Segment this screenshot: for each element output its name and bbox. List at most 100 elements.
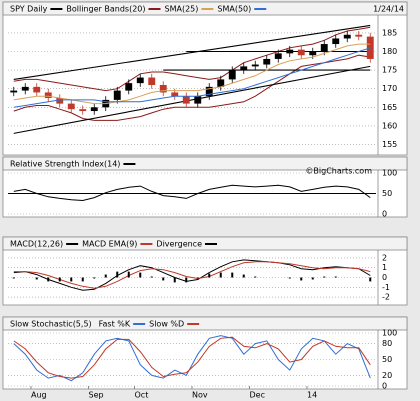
- candle-body: [228, 70, 236, 80]
- x-tick-label: Sep: [89, 391, 104, 400]
- series-line: [13, 261, 371, 289]
- candle-body: [263, 58, 271, 65]
- y-tick-label: 185: [382, 28, 397, 37]
- panel-header: [2, 156, 408, 171]
- candle-body: [90, 107, 98, 112]
- divergence-bar: [173, 277, 176, 283]
- candle-body: [33, 86, 41, 93]
- series-line: [13, 259, 371, 291]
- trend-line: [13, 65, 371, 134]
- divergence-bar: [196, 277, 199, 279]
- candle-body: [148, 77, 156, 85]
- candle-body: [10, 90, 18, 93]
- series-line: [13, 54, 371, 121]
- panel-header: [2, 316, 408, 331]
- trend-line: [13, 24, 371, 80]
- legend-label: Fast %K: [99, 320, 131, 329]
- divergence-bar: [334, 276, 337, 278]
- legend-label: Slow %D: [149, 320, 184, 329]
- divergence-bar: [150, 276, 153, 278]
- divergence-bar: [300, 277, 303, 281]
- divergence-bar: [81, 277, 84, 282]
- y-tick-label: 80: [382, 339, 392, 348]
- candle-body: [56, 98, 64, 104]
- legend-label: Bollinger Bands(20): [66, 5, 145, 14]
- y-tick-label: 50: [382, 189, 392, 198]
- divergence-bar: [208, 273, 211, 278]
- y-tick-label: 100: [382, 329, 397, 338]
- divergence-bar: [185, 277, 188, 283]
- candle-body: [332, 38, 340, 45]
- y-tick-label: 0: [382, 382, 387, 391]
- y-tick-label: 100: [382, 169, 397, 178]
- candle-body: [297, 49, 305, 56]
- candle-body: [159, 85, 167, 93]
- y-tick-label: 0: [382, 210, 387, 219]
- candle-body: [205, 86, 213, 97]
- y-tick-label: -1: [382, 283, 390, 292]
- series-line: [13, 47, 371, 108]
- series-line: [13, 184, 371, 202]
- divergence-bar: [288, 277, 291, 279]
- candle-body: [182, 96, 190, 104]
- divergence-bar: [254, 276, 257, 278]
- candle-body: [309, 51, 317, 56]
- divergence-bar: [139, 272, 142, 278]
- divergence-bar: [58, 277, 61, 282]
- divergence-bar: [93, 277, 96, 279]
- candle-body: [21, 86, 29, 91]
- legend-label: MACD(12,26): [10, 240, 63, 249]
- divergence-bar: [369, 277, 372, 282]
- candle-body: [44, 92, 52, 99]
- legend-label: Relative Strength Index(14): [10, 160, 120, 169]
- candle-body: [79, 109, 87, 112]
- candle-body: [194, 96, 202, 104]
- divergence-bar: [104, 274, 107, 278]
- y-tick-label: 160: [382, 121, 397, 130]
- candle-body: [274, 53, 282, 59]
- series-line: [13, 335, 371, 382]
- legend-label: SMA(25): [165, 5, 199, 14]
- y-tick-label: 1: [382, 263, 387, 272]
- divergence-bar: [12, 277, 15, 279]
- candle-body: [217, 79, 225, 87]
- candle-body: [286, 49, 294, 54]
- candle-body: [343, 34, 351, 39]
- divergence-bar: [231, 272, 234, 278]
- x-tick-label: Nov: [192, 391, 208, 400]
- candle-body: [125, 83, 133, 91]
- candle-body: [320, 44, 328, 52]
- divergence-bar: [242, 274, 245, 278]
- candle-body: [355, 34, 363, 37]
- candle-body: [136, 77, 144, 84]
- candle-body: [113, 90, 121, 100]
- divergence-bar: [116, 271, 119, 278]
- y-tick-label: 155: [382, 140, 397, 149]
- y-tick-label: 50: [382, 355, 392, 364]
- divergence-bar: [323, 276, 326, 278]
- x-tick-label: Oct: [135, 391, 149, 400]
- legend-label: Divergence: [156, 240, 202, 249]
- x-tick-label: 14: [307, 391, 317, 400]
- y-tick-label: 175: [382, 66, 397, 75]
- divergence-bar: [70, 277, 73, 282]
- y-tick-label: 2: [382, 253, 387, 262]
- candle-body: [240, 66, 248, 71]
- y-tick-label: 170: [382, 84, 397, 93]
- divergence-bar: [127, 271, 130, 278]
- divergence-bar: [219, 272, 222, 278]
- x-tick-label: Aug: [31, 391, 47, 400]
- series-line: [13, 26, 371, 92]
- y-tick-label: 165: [382, 103, 397, 112]
- y-tick-label: 0: [382, 273, 387, 282]
- legend-label: MACD EMA(9): [82, 240, 137, 249]
- candle-body: [67, 103, 75, 110]
- divergence-bar: [311, 277, 314, 280]
- candle-body: [171, 92, 179, 97]
- legend-label: SMA(50): [217, 5, 251, 14]
- divergence-bar: [47, 277, 50, 282]
- divergence-bar: [162, 277, 165, 281]
- candle-body: [251, 64, 259, 67]
